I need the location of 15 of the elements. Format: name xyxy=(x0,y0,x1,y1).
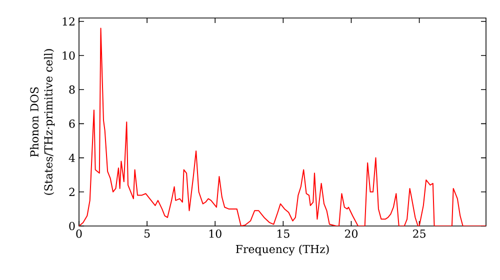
x-tick-label: 5 xyxy=(144,230,150,238)
y-tick-label: 2 xyxy=(69,188,74,196)
x-tick-label: 20 xyxy=(344,230,358,238)
y-tick-label: 0 xyxy=(69,222,75,230)
x-tick-label: 10 xyxy=(209,230,222,238)
y-axis-title: Phonon DOS (States/THz·primitive cell) xyxy=(30,49,55,195)
x-tick-label: 15 xyxy=(278,230,290,238)
y-tick-label: 6 xyxy=(69,120,75,128)
x-tick-label: 0 xyxy=(76,230,82,238)
y-tick-label: 4 xyxy=(68,154,75,162)
x-axis-title: Frequency (THz) xyxy=(236,244,329,256)
y-tick-label: 12 xyxy=(62,17,74,26)
y-tick-label: 8 xyxy=(69,85,75,94)
x-tick-label: 25 xyxy=(413,230,426,238)
y-tick-label: 10 xyxy=(62,51,75,60)
